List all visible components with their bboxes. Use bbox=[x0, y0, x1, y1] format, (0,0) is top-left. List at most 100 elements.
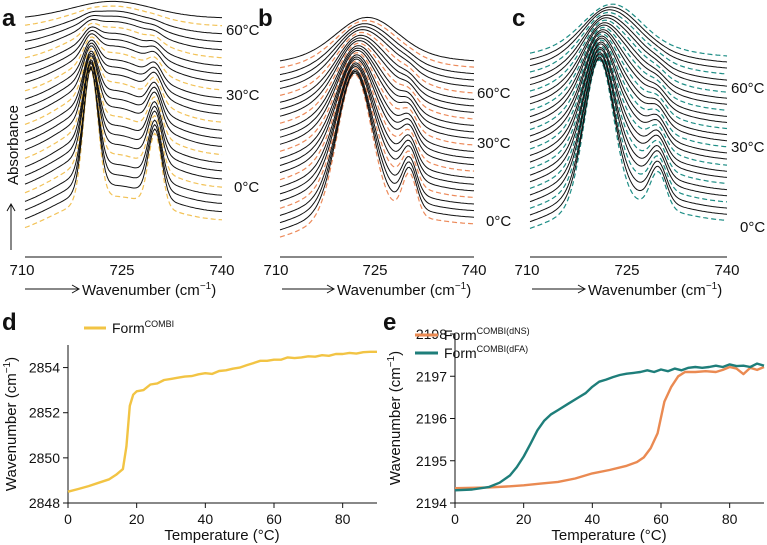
panel-c-spectrum-curve-9 bbox=[529, 45, 728, 170]
panel-d-ytick-label-2854: 2854 bbox=[29, 360, 60, 376]
panel-c-spectrum-curve-26 bbox=[529, 6, 728, 63]
panel-b-curves bbox=[279, 16, 475, 238]
panel-b-spectrum-curve-15 bbox=[279, 45, 475, 131]
panel-c-spectrum-curve-21 bbox=[529, 19, 728, 93]
panel-c-spectrum-curve-1 bbox=[529, 58, 728, 223]
panel-d-ytick-label-2848: 2848 bbox=[29, 495, 60, 511]
panel-c-spectrum-curve-19 bbox=[529, 24, 728, 105]
panel-c-spectrum-curve-13 bbox=[529, 37, 728, 143]
panel-d-xtick-label-20: 20 bbox=[129, 511, 145, 527]
panel-a-xtick-740: 740 bbox=[209, 262, 234, 279]
panel-b-spectrum-curve-2 bbox=[279, 70, 475, 224]
panel-c-spectrum-curve-23 bbox=[529, 14, 728, 81]
panel-b-spectrum-curve-25 bbox=[279, 16, 475, 62]
panel-a-spectrum-curve-15 bbox=[24, 39, 223, 100]
panel-a-spectrum-curve-3 bbox=[24, 65, 223, 202]
panel-c-spectra: 710 725 740 60°C 30°C 0°C Wavenumber (cm… bbox=[514, 3, 765, 299]
panel-e-xtick-label-40: 40 bbox=[585, 511, 601, 527]
panel-d-xtick-label-60: 60 bbox=[266, 511, 282, 527]
panel-d-xlabel: Temperature (°C) bbox=[164, 527, 279, 544]
panel-b-xlabel: Wavenumber (cm−1) bbox=[337, 281, 471, 299]
panel-b-spectrum-curve-19 bbox=[279, 34, 475, 103]
panel-b-spectrum-curve-20 bbox=[279, 31, 475, 96]
panel-a-ylabel: Absorbance bbox=[5, 105, 22, 185]
panel-a-spectrum-curve-1 bbox=[24, 67, 223, 220]
panel-a-spectrum-curve-23 bbox=[24, 10, 222, 35]
panel-a-spectrum-curve-11 bbox=[24, 50, 223, 134]
panel-c-spectrum-curve-11 bbox=[529, 41, 728, 156]
panel-a-spectrum-curve-6 bbox=[24, 60, 223, 176]
panel-a-temp-30: 30°C bbox=[226, 87, 260, 104]
panel-label-e: e bbox=[383, 309, 396, 336]
panel-a-spectrum-curve-7 bbox=[24, 58, 223, 168]
panel-d-series-line-0 bbox=[67, 350, 377, 493]
panel-c-temp-60: 60°C bbox=[731, 80, 765, 97]
panel-a-spectra: 710 725 740 60°C 30°C 0°C Absorbance Wav… bbox=[5, 0, 260, 299]
panel-e-series-line-1 bbox=[454, 362, 765, 492]
panel-c-curves bbox=[529, 3, 728, 229]
panel-a-xlabel: Wavenumber (cm−1) bbox=[82, 281, 216, 299]
panel-a-spectrum-curve-14 bbox=[24, 42, 223, 108]
panel-b-spectrum-curve-17 bbox=[279, 40, 475, 117]
panel-e-ytick-label-2195: 2195 bbox=[416, 453, 447, 469]
panel-d-lines bbox=[67, 350, 377, 493]
panel-c-spectrum-curve-16 bbox=[529, 31, 728, 124]
panel-a-spectrum-curve-12 bbox=[24, 47, 223, 125]
panel-b-xtick-725: 725 bbox=[362, 262, 387, 279]
panel-b-spectrum-curve-1 bbox=[279, 72, 475, 231]
panel-e-xlabel: Temperature (°C) bbox=[551, 527, 666, 544]
panel-e-ytick-label-2194: 2194 bbox=[416, 495, 447, 511]
panel-e-xtick-label-80: 80 bbox=[722, 511, 738, 527]
panel-d-chart: 0 20 40 60 80 2848 2850 2852 2854 FormCOMBI Wave… bbox=[2, 319, 377, 544]
panel-a-temp-60: 60°C bbox=[226, 22, 260, 39]
panel-a-xtick-710: 710 bbox=[9, 262, 34, 279]
panel-a-spectrum-curve-22 bbox=[24, 15, 222, 43]
panel-b-spectrum-curve-24 bbox=[279, 20, 475, 69]
panel-a-spectrum-curve-17 bbox=[24, 33, 223, 83]
panel-e-ytick-label-2196: 2196 bbox=[416, 411, 447, 427]
panel-e-series-line-0 bbox=[454, 365, 765, 490]
panel-c-spectrum-curve-7 bbox=[529, 48, 728, 183]
panel-e-xtick-label-0: 0 bbox=[451, 511, 459, 527]
panel-d-legend: FormCOMBI bbox=[84, 319, 174, 336]
panel-c-spectrum-curve-27 bbox=[529, 3, 728, 57]
panel-b-spectra: 710 725 740 60°C 30°C 0°C Wavenumber (cm… bbox=[263, 16, 511, 299]
panel-a-curves bbox=[24, 0, 223, 229]
panel-d-ytick-label-2852: 2852 bbox=[29, 405, 60, 421]
panel-b-temp-60: 60°C bbox=[477, 85, 511, 102]
panel-a-spectrum-curve-2 bbox=[24, 66, 223, 211]
panel-b-spectrum-curve-21 bbox=[279, 29, 475, 89]
panel-b-spectrum-curve-0 bbox=[279, 73, 475, 238]
panel-c-spectrum-curve-15 bbox=[529, 33, 728, 131]
panel-a-spectrum-curve-10 bbox=[24, 52, 223, 142]
panel-b-spectrum-curve-13 bbox=[279, 49, 475, 145]
panel-b-temp-0: 0°C bbox=[486, 213, 511, 230]
panel-b-spectrum-curve-8 bbox=[279, 60, 475, 181]
panel-a-spectrum-curve-20 bbox=[24, 22, 223, 59]
panel-a-spectrum-curve-18 bbox=[24, 29, 223, 75]
panel-label-a: a bbox=[2, 5, 16, 32]
panel-c-spectrum-curve-22 bbox=[529, 17, 728, 87]
panel-c-temp-0: 0°C bbox=[740, 219, 765, 236]
panel-e-xtick-label-20: 20 bbox=[516, 511, 532, 527]
panel-d-ytick-label-2850: 2850 bbox=[29, 450, 60, 466]
panel-b-spectrum-curve-23 bbox=[279, 23, 475, 76]
panel-c-spectrum-curve-20 bbox=[529, 22, 728, 99]
panel-d-legend-label: FormCOMBI bbox=[112, 319, 174, 336]
panel-a-xtick-725: 725 bbox=[109, 262, 134, 279]
panel-b-temp-30: 30°C bbox=[477, 135, 511, 152]
panel-c-spectrum-curve-25 bbox=[529, 9, 728, 69]
panel-d-xtick-label-80: 80 bbox=[335, 511, 351, 527]
panel-label-c: c bbox=[512, 5, 525, 32]
panel-c-spectrum-curve-17 bbox=[529, 29, 728, 118]
panel-b-spectrum-curve-4 bbox=[279, 67, 475, 209]
panel-b-xtick-710: 710 bbox=[263, 262, 288, 279]
panel-a-spectrum-curve-19 bbox=[24, 26, 223, 67]
panel-c-x-arrow bbox=[532, 284, 587, 294]
panel-b-xtick-740: 740 bbox=[461, 262, 486, 279]
panel-c-spectrum-curve-0 bbox=[529, 59, 728, 229]
panel-b-spectrum-curve-11 bbox=[279, 54, 475, 159]
panel-c-xlabel: Wavenumber (cm−1) bbox=[588, 281, 722, 299]
panel-e-chart: 02040608021942195219621972198 FormCOMBI(… bbox=[386, 326, 765, 544]
panel-a-spectrum-curve-4 bbox=[24, 63, 223, 194]
